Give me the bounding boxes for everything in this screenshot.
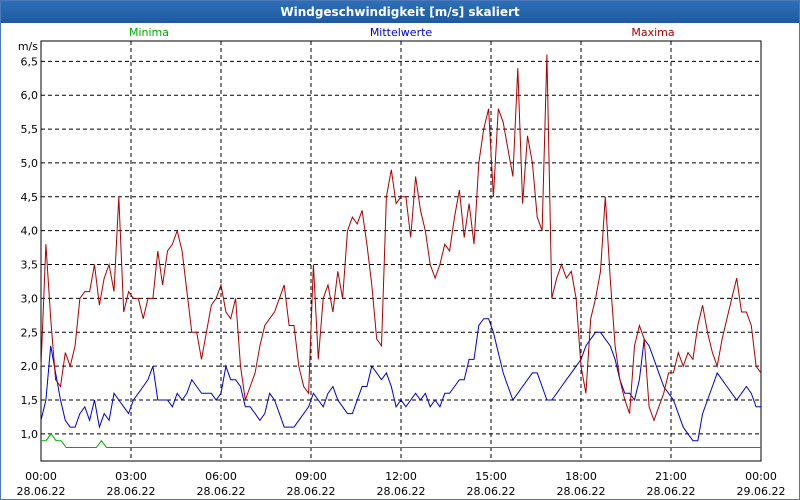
series-line-minima (41, 433, 761, 448)
x-tick-date: 29.06.22 (737, 485, 786, 498)
x-tick-date: 28.06.22 (467, 485, 516, 498)
y-axis-label: m/s (18, 40, 38, 53)
y-tick-label: 2,5 (21, 326, 39, 339)
y-tick-label: 5,0 (21, 157, 39, 170)
legend-maxima: Maxima (631, 26, 674, 39)
x-tick-time: 21:00 (655, 470, 687, 483)
y-tick-label: 1,5 (21, 394, 39, 407)
x-tick-date: 28.06.22 (557, 485, 606, 498)
y-tick-label: 1,0 (21, 428, 39, 441)
x-tick-date: 28.06.22 (377, 485, 426, 498)
x-tick-date: 28.06.22 (197, 485, 246, 498)
y-tick-label: 3,5 (21, 259, 39, 272)
y-tick-label: 4,0 (21, 225, 39, 238)
series-line-mittelwerte (40, 318, 761, 442)
series-line-maxima (40, 54, 762, 422)
y-tick-label: 6,5 (21, 55, 39, 68)
x-tick-time: 15:00 (475, 470, 507, 483)
y-tick-label: 6,0 (21, 89, 39, 102)
y-tick-label: 3,0 (21, 292, 39, 305)
x-tick-time: 00:00 (25, 470, 57, 483)
x-tick-time: 03:00 (115, 470, 147, 483)
x-tick-time: 12:00 (385, 470, 417, 483)
y-tick-label: 4,5 (21, 191, 39, 204)
x-tick-date: 28.06.22 (17, 485, 66, 498)
x-tick-date: 28.06.22 (287, 485, 336, 498)
x-tick-time: 06:00 (205, 470, 237, 483)
legend-minima: Minima (129, 26, 169, 39)
y-tick-label: 2,0 (21, 360, 39, 373)
x-tick-date: 28.06.22 (107, 485, 156, 498)
x-tick-date: 28.06.22 (647, 485, 696, 498)
x-tick-time: 18:00 (565, 470, 597, 483)
x-tick-time: 00:00 (745, 470, 777, 483)
x-tick-time: 09:00 (295, 470, 327, 483)
legend-mittelwerte: Mittelwerte (370, 26, 433, 39)
y-tick-label: 5,5 (21, 123, 39, 136)
chart-title: Windgeschwindigkeit [m/s] skaliert (1, 1, 799, 23)
